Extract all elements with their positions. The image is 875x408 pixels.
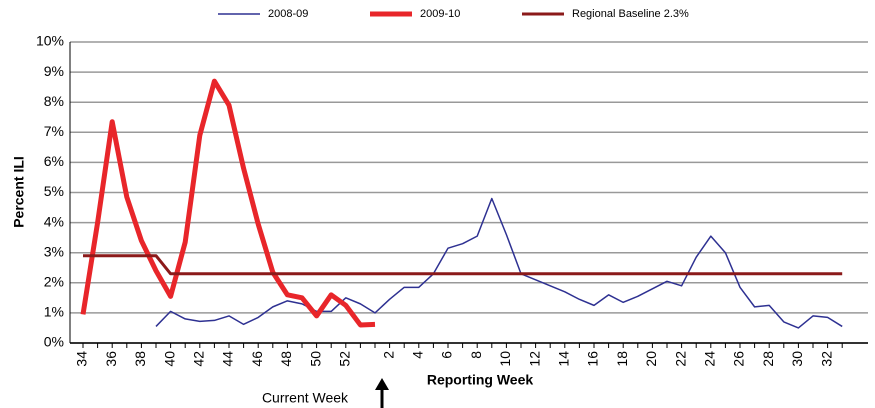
x-tick-label: 10 bbox=[497, 351, 513, 367]
y-tick-label: 4% bbox=[44, 213, 64, 229]
y-tick-label: 2% bbox=[44, 274, 64, 290]
x-axis-title: Reporting Week bbox=[427, 372, 534, 388]
x-tick-label: 2 bbox=[380, 351, 396, 359]
x-tick-label: 18 bbox=[614, 351, 630, 367]
y-tick-label: 10% bbox=[36, 33, 64, 49]
legend-label: 2008-09 bbox=[268, 8, 308, 20]
x-tick-label: 42 bbox=[191, 351, 207, 367]
x-tick-label: 20 bbox=[643, 351, 659, 367]
x-tick-label: 4 bbox=[410, 351, 426, 359]
x-tick-label: 48 bbox=[278, 351, 294, 367]
x-tick-label: 14 bbox=[556, 351, 572, 367]
x-tick-label: 36 bbox=[103, 351, 119, 367]
x-tick-label: 22 bbox=[672, 351, 688, 367]
x-tick-label: 32 bbox=[818, 351, 834, 367]
y-tick-label: 5% bbox=[44, 183, 64, 199]
x-tick-label: 40 bbox=[161, 351, 177, 367]
annotation-arrow bbox=[375, 378, 389, 408]
y-tick-label: 1% bbox=[44, 304, 64, 320]
annotation: Current Week bbox=[262, 390, 349, 406]
x-tick-label: 38 bbox=[132, 351, 148, 367]
series-line bbox=[83, 254, 843, 276]
x-tick-label: 16 bbox=[585, 351, 601, 367]
legend-label: 2009-10 bbox=[420, 8, 460, 20]
y-tick-label: 6% bbox=[44, 153, 64, 169]
x-tick-label: 12 bbox=[526, 351, 542, 367]
x-tick-label: 8 bbox=[468, 351, 484, 359]
x-tick-label: 28 bbox=[760, 351, 776, 367]
y-tick-label: 7% bbox=[44, 123, 64, 139]
y-tick-label: 0% bbox=[44, 334, 64, 350]
x-tick-label: 46 bbox=[249, 351, 265, 367]
x-tick-label: 26 bbox=[731, 351, 747, 367]
series-line bbox=[80, 78, 376, 328]
x-tick-label: 44 bbox=[220, 351, 236, 367]
x-tick-label: 30 bbox=[789, 351, 805, 367]
legend-label: Regional Baseline 2.3% bbox=[572, 8, 689, 20]
x-tick-label: 6 bbox=[439, 351, 455, 359]
y-tick-label: 8% bbox=[44, 93, 64, 109]
y-tick-label: 3% bbox=[44, 243, 64, 259]
x-tick-label: 50 bbox=[307, 351, 323, 367]
x-tick-label: 24 bbox=[702, 351, 718, 367]
x-tick-label: 52 bbox=[337, 351, 353, 367]
y-axis-title: Percent ILI bbox=[11, 156, 27, 228]
y-tick-label: 9% bbox=[44, 63, 64, 79]
series-line bbox=[155, 197, 843, 329]
x-tick-label: 34 bbox=[74, 351, 90, 367]
